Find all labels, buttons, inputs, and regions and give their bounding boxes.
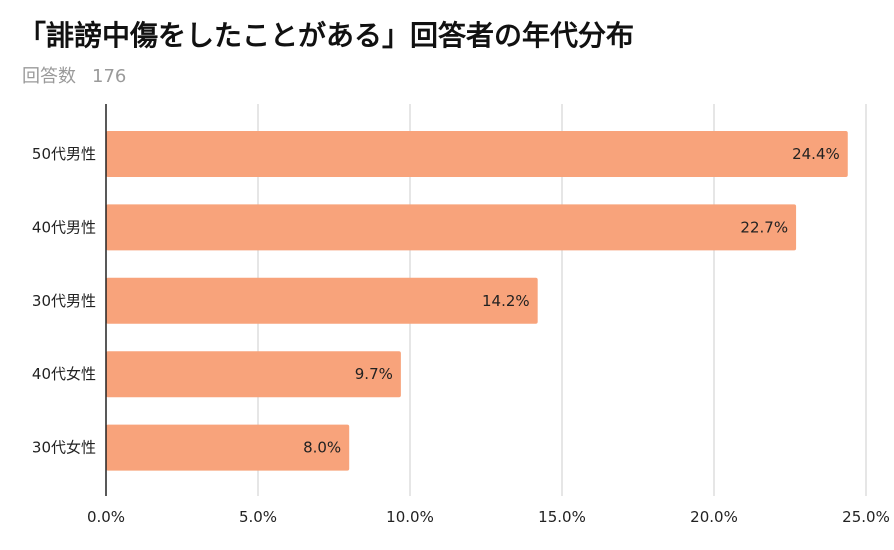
category-label: 50代男性 [32, 145, 96, 163]
x-tick-label: 15.0% [538, 508, 586, 526]
x-tick-label: 10.0% [386, 508, 434, 526]
respondents-count: 176 [92, 66, 127, 87]
data-label: 22.7% [740, 218, 788, 236]
category-label: 40代女性 [32, 365, 96, 383]
data-label: 14.2% [482, 292, 530, 310]
labels: 0.0% 5.0% 10.0% 15.0% 20.0% 25.0% 50代男性 24.4% 40… [32, 145, 890, 526]
respondents-label: 回答数 [22, 66, 76, 87]
bar [106, 277, 538, 324]
x-tick-label: 5.0% [239, 508, 277, 526]
chart-subtitle: 回答数 176 [22, 62, 126, 88]
category-label: 30代女性 [32, 439, 96, 457]
chart-title: 「誹謗中傷をしたことがある」回答者の年代分布 [18, 19, 635, 52]
bar [106, 131, 848, 177]
bar [106, 204, 797, 251]
category-label: 30代男性 [32, 292, 96, 310]
category-label: 40代男性 [32, 218, 96, 236]
bar [106, 424, 350, 471]
data-label: 9.7% [355, 365, 393, 383]
data-label: 24.4% [792, 145, 840, 163]
x-tick-label: 20.0% [690, 508, 738, 526]
x-tick-label: 25.0% [842, 508, 890, 526]
bars [106, 131, 848, 471]
data-label: 8.0% [303, 439, 341, 457]
bar [106, 351, 401, 398]
x-tick-label: 0.0% [87, 508, 125, 526]
